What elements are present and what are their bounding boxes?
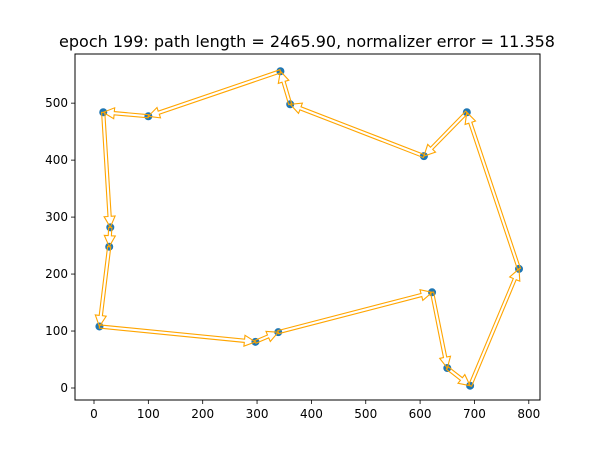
tour-arrow <box>254 330 280 345</box>
y-axis: 0 100 200 300 400 500 <box>45 96 75 395</box>
tour-arrow <box>101 106 150 120</box>
tour-arrow <box>98 324 257 348</box>
x-tick-label: 400 <box>300 407 323 421</box>
y-tick-label: 200 <box>45 267 68 281</box>
y-tick-label: 500 <box>45 96 68 110</box>
tour-arrow <box>429 291 452 370</box>
x-tick-label: 200 <box>191 407 214 421</box>
x-tick-label: 800 <box>517 407 540 421</box>
tour-arrow <box>277 288 434 335</box>
tour-arrow <box>94 245 112 328</box>
axes-frame <box>74 53 541 401</box>
tour-arrow <box>277 70 293 106</box>
tour-arrow <box>147 68 282 119</box>
plot-area <box>94 67 524 390</box>
x-tick-label: 600 <box>409 407 432 421</box>
x-tick-label: 700 <box>463 407 486 421</box>
y-tick-label: 400 <box>45 153 68 167</box>
tour-arrow <box>101 111 116 229</box>
x-tick-label: 100 <box>137 407 160 421</box>
y-tick-label: 0 <box>60 381 68 395</box>
x-axis: 0 100 200 300 400 500 600 700 800 <box>90 400 540 421</box>
tour-arrow <box>103 226 117 248</box>
tour-arrow <box>289 102 426 159</box>
tour-arrow <box>467 267 521 388</box>
y-tick-label: 300 <box>45 210 68 224</box>
x-tick-label: 500 <box>354 407 377 421</box>
tour-arrow <box>464 111 522 271</box>
chart-title: epoch 199: path length = 2465.90, normal… <box>59 32 555 51</box>
x-tick-label: 300 <box>246 407 269 421</box>
x-tick-label: 0 <box>90 407 98 421</box>
y-tick-label: 100 <box>45 324 68 338</box>
tour-arrow <box>423 110 469 157</box>
tour-arrow <box>445 366 472 387</box>
